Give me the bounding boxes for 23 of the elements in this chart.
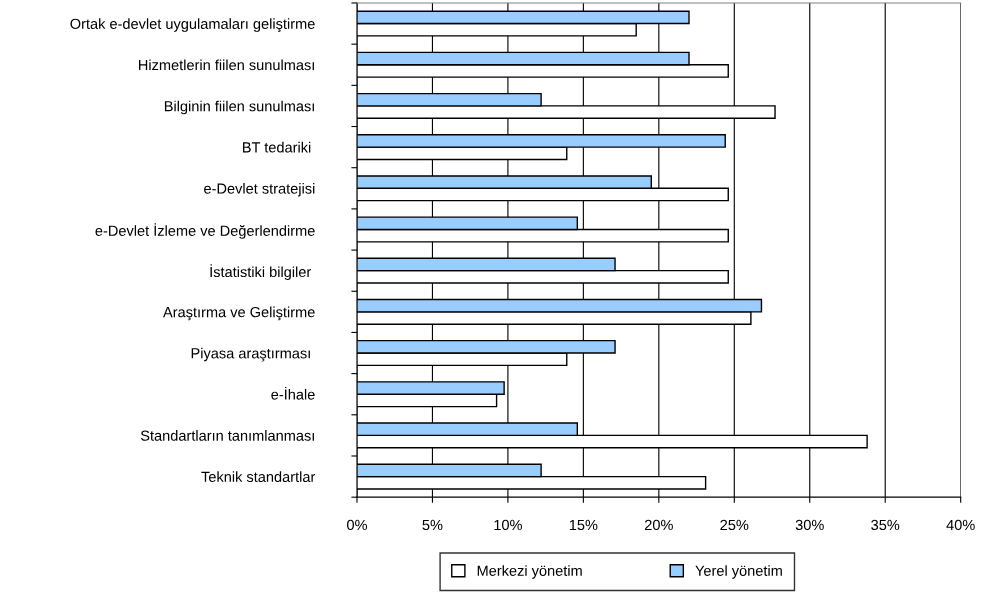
x-tick-label: 10% (494, 519, 522, 531)
y-tick-label: e-Devlet İzleme ve Değerlendirme (95, 223, 315, 239)
x-tick-label: 40% (946, 519, 975, 531)
x-tick-label: 5% (422, 519, 443, 531)
y-tick-label: e-İhale (271, 386, 315, 400)
y-tick-label: Hizmetlerin fiilen sunulması (139, 59, 314, 71)
y-tick-label: Bilginin fiilen sunulması (164, 100, 314, 115)
y-tick-label: Teknik standartlar (201, 471, 316, 483)
y-tick-label: İstatistiki bilgiler (210, 264, 312, 280)
x-tick-label: 35% (871, 519, 900, 531)
y-tick-label: e-Devlet stratejisi (204, 183, 315, 197)
x-tick-label: 20% (644, 519, 673, 531)
x-tick-label: 30% (795, 519, 824, 531)
x-tick-label: 25% (720, 519, 749, 531)
legend-label: Merkezi yönetim (477, 565, 582, 579)
legend-label: Yerel yönetim (695, 565, 782, 579)
x-tick-label: 15% (569, 519, 598, 531)
y-tick-label: Araştırma ve Geliştirme (163, 306, 315, 321)
y-tick-label: Piyasa araştırması (191, 347, 310, 362)
y-tick-label: BT tedariki (243, 141, 311, 153)
y-tick-label: Standartların tanımlanması (140, 430, 314, 441)
x-tick-label: 0% (347, 519, 367, 531)
y-tick-label: Ortak e-devlet uygulamaları geliştirme (70, 18, 315, 32)
